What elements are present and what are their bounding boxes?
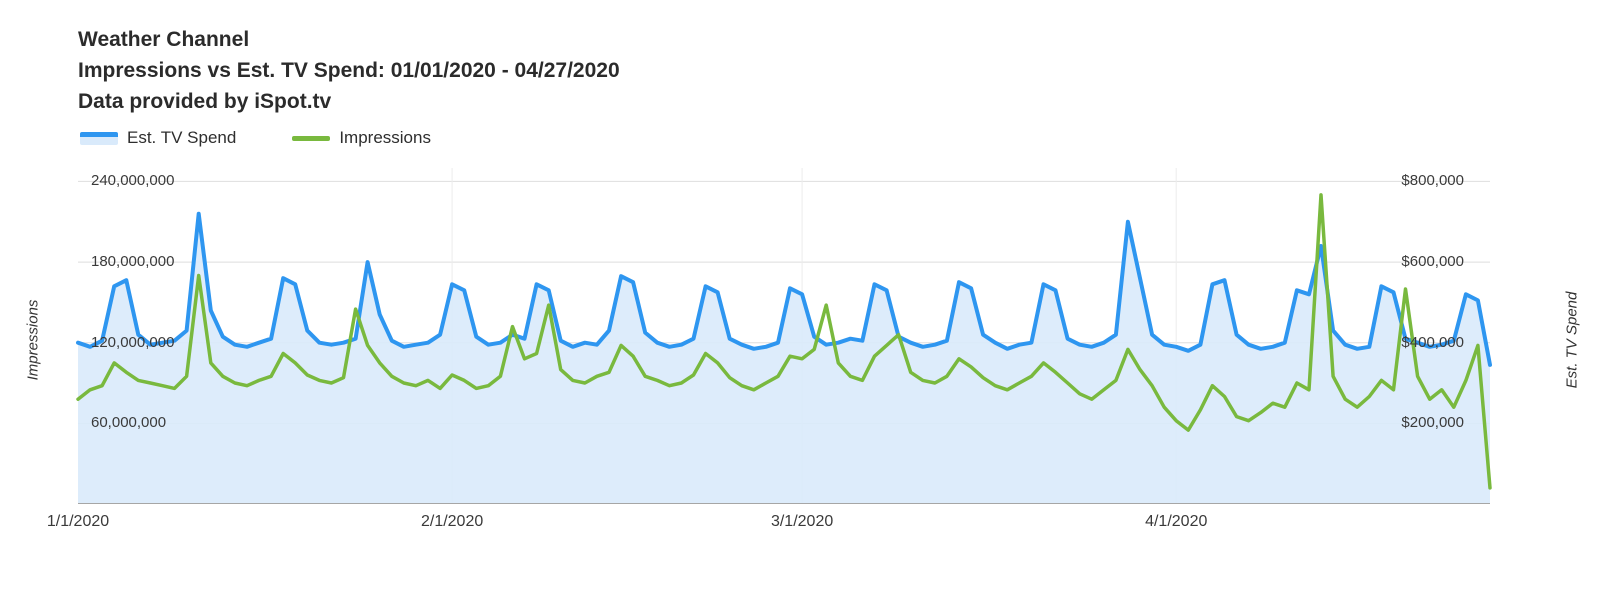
plot-area[interactable]: 60,000,000 120,000,000 180,000,000 240,0… bbox=[47, 168, 1492, 530]
left-axis-title: Impressions bbox=[24, 299, 42, 381]
legend-item-spend[interactable]: Est. TV Spend bbox=[80, 128, 236, 148]
left-axis-tick: 240,000,000 bbox=[91, 172, 175, 190]
chart-header: Weather Channel Impressions vs Est. TV S… bbox=[78, 24, 620, 117]
x-axis-tick: 1/1/2020 bbox=[46, 513, 110, 530]
left-axis-tick: 60,000,000 bbox=[91, 414, 167, 432]
right-axis-tick: $400,000 bbox=[1401, 333, 1464, 351]
legend-label-spend: Est. TV Spend bbox=[127, 128, 237, 147]
spend-line-swatch-icon bbox=[80, 131, 118, 145]
right-axis-tick: $200,000 bbox=[1401, 414, 1464, 432]
chart-title: Weather Channel bbox=[78, 28, 250, 51]
x-axis-tick: 3/1/2020 bbox=[770, 513, 834, 530]
chart-source: Data provided by iSpot.tv bbox=[78, 90, 332, 113]
chart-canvas bbox=[76, 168, 1492, 504]
legend: Est. TV Spend Impressions bbox=[80, 128, 431, 148]
right-axis-tick: $800,000 bbox=[1401, 172, 1464, 190]
left-axis-tick: 120,000,000 bbox=[91, 333, 175, 351]
left-axis-tick: 180,000,000 bbox=[91, 253, 175, 271]
legend-label-impressions: Impressions bbox=[339, 128, 431, 147]
right-axis-title: Est. TV Spend bbox=[1563, 291, 1581, 389]
chart-subtitle: Impressions vs Est. TV Spend: 01/01/2020… bbox=[78, 59, 620, 82]
right-axis-tick: $600,000 bbox=[1401, 253, 1464, 271]
legend-item-impressions[interactable]: Impressions bbox=[292, 128, 431, 148]
x-axis-tick: 4/1/2020 bbox=[1145, 513, 1208, 530]
x-axis-tick: 2/1/2020 bbox=[420, 513, 484, 530]
impressions-line-swatch-icon bbox=[292, 135, 331, 141]
